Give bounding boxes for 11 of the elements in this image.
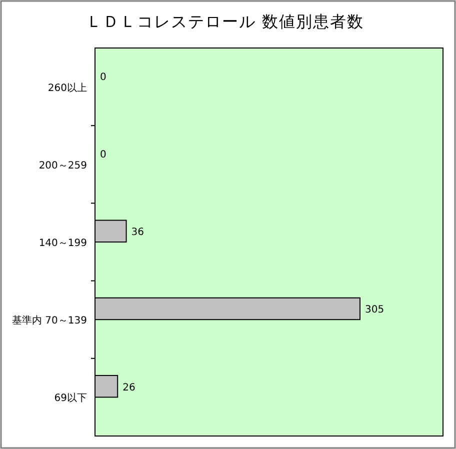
y-tick-label: 基準内 70～139 <box>12 314 87 327</box>
chart-title: ＬＤＬコレステロール 数値別患者数 <box>86 12 364 31</box>
y-tick-label: 69以下 <box>54 392 87 404</box>
y-tick-label: 140～199 <box>38 238 87 249</box>
data-label: 0 <box>100 150 106 161</box>
data-label: 36 <box>131 227 144 238</box>
data-label: 26 <box>122 382 136 394</box>
data-label: 0 <box>100 72 106 83</box>
y-tick-label: 200～259 <box>38 160 87 172</box>
data-label: 305 <box>365 304 384 316</box>
y-tick-label: 260以上 <box>48 82 87 94</box>
